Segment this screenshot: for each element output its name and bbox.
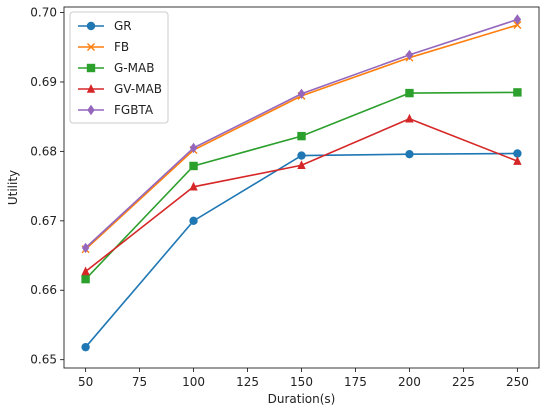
- series-line: [85, 117, 518, 273]
- data-point: [513, 21, 522, 30]
- y-axis: 0.65 0.66 0.67 0.68 0.69 0.70: [30, 6, 64, 367]
- x-tick-label: 250: [506, 375, 529, 389]
- legend-swatch-marker: [86, 21, 96, 31]
- y-tick-label: 0.67: [30, 214, 57, 228]
- legend-entry: G-MAB: [78, 61, 154, 75]
- y-tick-label: 0.70: [30, 6, 57, 20]
- series-layer: [81, 14, 522, 352]
- data-point: [297, 151, 306, 160]
- data-point: [405, 149, 414, 159]
- x-axis: 50 75 100 125 150 175 200 225 250: [78, 368, 529, 389]
- data-point: [405, 113, 414, 123]
- y-tick-label: 0.66: [30, 283, 57, 297]
- series-gv-mab: [81, 113, 522, 276]
- x-tick-label: 150: [290, 375, 313, 389]
- data-point: [81, 342, 90, 352]
- data-point: [513, 88, 522, 97]
- legend-entry: FB: [78, 40, 129, 54]
- legend-entry: GR: [78, 19, 132, 33]
- legend-label: GV-MAB: [114, 82, 162, 96]
- legend-swatch-marker: [87, 104, 95, 116]
- data-point: [297, 131, 306, 141]
- data-point: [513, 149, 522, 158]
- x-tick-label: 125: [236, 375, 259, 389]
- data-point: [189, 181, 198, 191]
- legend-label: G-MAB: [114, 61, 154, 75]
- legend-label: GR: [114, 19, 132, 33]
- data-point: [189, 142, 198, 154]
- legend-label: FGBTA: [114, 103, 154, 117]
- series-fgbta: [81, 14, 522, 254]
- series-gr: [81, 149, 522, 352]
- x-marker-stroke: [87, 43, 95, 51]
- data-point: [81, 242, 90, 254]
- legend-swatch-marker: [86, 84, 96, 93]
- y-tick-label: 0.69: [30, 75, 57, 89]
- y-axis-label: Utility: [6, 170, 20, 205]
- legend-entry: FGBTA: [78, 103, 154, 117]
- legend: GR FB G-MAB GV-MAB FGBTA: [69, 11, 169, 124]
- x-tick-label: 75: [132, 375, 147, 389]
- data-point: [405, 49, 414, 61]
- data-point: [513, 156, 522, 165]
- data-point: [189, 216, 198, 226]
- legend-label: FB: [114, 40, 129, 54]
- y-tick-label: 0.65: [30, 353, 57, 367]
- x-tick-label: 50: [78, 375, 93, 389]
- data-point: [297, 160, 306, 169]
- legend-entry: GV-MAB: [78, 82, 162, 96]
- data-point: [513, 14, 522, 25]
- series-line: [84, 152, 518, 348]
- x-tick-label: 100: [182, 375, 205, 389]
- data-point: [405, 88, 414, 98]
- legend-swatch-marker: [87, 43, 95, 51]
- data-point: [189, 161, 198, 171]
- series-g-mab: [81, 88, 522, 284]
- legend-swatch-marker: [86, 63, 96, 73]
- x-axis-label: Duration(s): [268, 392, 336, 406]
- data-point: [81, 274, 90, 284]
- x-marker-stroke: [513, 21, 522, 30]
- x-tick-label: 175: [344, 375, 367, 389]
- data-point: [297, 88, 306, 99]
- legend-frame: [69, 11, 169, 124]
- data-point: [81, 266, 90, 276]
- y-tick-label: 0.68: [30, 144, 57, 158]
- x-tick-label: 200: [398, 375, 421, 389]
- x-tick-label: 225: [452, 375, 475, 389]
